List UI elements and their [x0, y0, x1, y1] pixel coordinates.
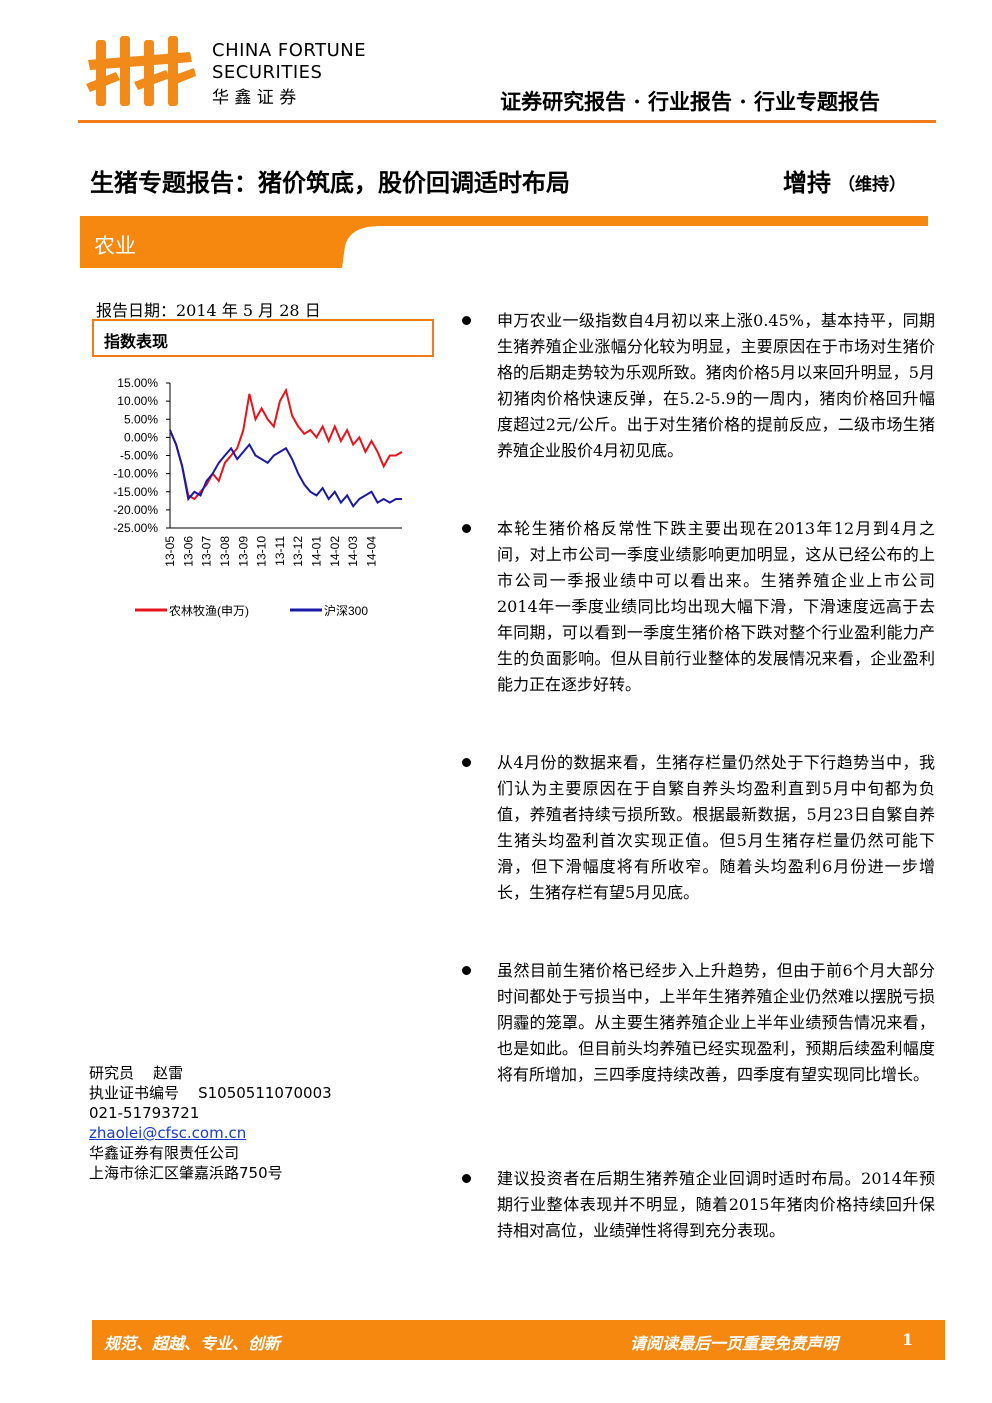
series-line	[169, 429, 402, 509]
y-tick-label: -20.00%	[113, 503, 158, 517]
legend-label: 农林牧渔(申万)	[169, 604, 249, 618]
sector-banner	[80, 216, 928, 268]
footer-bar	[92, 1320, 945, 1360]
bullet-dot	[462, 316, 471, 325]
address: 上海市徐汇区肇嘉浜路750号	[89, 1164, 283, 1182]
report-date: 报告日期：2014 年 5 月 28 日	[96, 301, 321, 320]
logo-mark	[86, 36, 196, 106]
report-type: 证券研究报告 · 行业报告 · 行业专题报告	[500, 89, 880, 114]
footer-motto: 规范、超越、专业、创新	[104, 1334, 281, 1353]
sector: 农业	[94, 234, 136, 258]
bullet-dot	[462, 524, 471, 533]
x-tick-label: 13-07	[200, 536, 214, 567]
bullet-text: 虽然目前生猪价格已经步入上升趋势，但由于前6个月大部分时间都处于亏损当中，上半年…	[497, 961, 935, 1084]
company-en: CHINA FORTUNE	[212, 40, 367, 61]
license-label: 执业证书编号	[89, 1084, 180, 1102]
index-chart: 15.00% 10.00% 5.00% 0.00% -5.00% -10.00% -15.0…	[113, 376, 403, 618]
x-tick-label: 13-12	[291, 536, 305, 567]
x-tick-label: 14-02	[328, 536, 342, 567]
series-line	[169, 387, 403, 501]
x-tick-label: 13-10	[255, 536, 269, 567]
bullet-text: 从4月份的数据来看，生猪存栏量仍然处于下行趋势当中，我们认为主要原因在于自繁自养…	[497, 753, 935, 902]
company: 华鑫证券有限责任公司	[89, 1144, 240, 1162]
report-title: 生猪专题报告：猪价筑底，股价回调适时布局	[90, 169, 570, 197]
y-tick-label: -5.00%	[120, 449, 158, 463]
contact: 研究员 赵雷 执业证书编号 S1050511070003 021-5179372…	[89, 1063, 332, 1183]
bullet-text: 申万农业一级指数自4月初以来上涨0.45%，基本持平，同期生猪养殖企业涨幅分化较…	[497, 311, 935, 460]
company-cn: 华 鑫 证 券	[212, 88, 297, 108]
x-tick-label: 13-05	[163, 536, 177, 567]
y-tick-label: 0.00%	[124, 430, 158, 444]
y-tick-label: -10.00%	[113, 467, 158, 481]
x-tick-label: 14-03	[346, 536, 360, 567]
x-tick-label: 13-11	[273, 536, 287, 566]
bullet-dot	[462, 1174, 471, 1183]
bullet-text: 建议投资者在后期生猪养殖企业回调时适时布局。2014年预期行业整体表现并不明显，…	[497, 1169, 935, 1240]
license: S1050511070003	[198, 1084, 332, 1102]
rating: 增持	[783, 169, 831, 197]
x-tick-label: 13-08	[218, 536, 232, 567]
x-tick-label: 13-06	[181, 536, 195, 567]
section-label: 指数表现	[104, 332, 169, 351]
section-box	[92, 319, 434, 357]
researcher: 赵雷	[153, 1064, 184, 1082]
researcher-row: 研究员 赵雷	[89, 1063, 332, 1083]
footer-disclaimer: 请阅读最后一页重要免责声明	[630, 1334, 839, 1353]
bullet-text: 本轮生猪价格反常性下跌主要出现在2013年12月到4月之间，对上市公司一季度业绩…	[497, 519, 935, 694]
phone: 021-51793721	[89, 1104, 200, 1122]
email[interactable]: zhaolei@cfsc.com.cn	[89, 1124, 247, 1142]
page-number: 1	[902, 1330, 914, 1349]
legend-label: 沪深300	[324, 604, 368, 618]
researcher-label: 研究员	[89, 1064, 135, 1082]
rating-note: （维持）	[838, 175, 906, 195]
x-tick-label: 13-09	[236, 536, 250, 567]
y-tick-label: 15.00%	[117, 376, 158, 390]
y-tick-label: -15.00%	[113, 485, 158, 499]
bullet-dot	[462, 966, 471, 975]
y-tick-label: -25.00%	[113, 521, 158, 535]
license-row: 执业证书编号 S1050511070003	[89, 1083, 332, 1103]
x-tick-label: 14-01	[310, 536, 324, 567]
header-rule	[78, 120, 936, 123]
y-tick-label: 10.00%	[117, 394, 158, 408]
y-tick-label: 5.00%	[124, 412, 158, 426]
company-en: SECURITIES	[212, 62, 323, 83]
bullet-dot	[462, 758, 471, 767]
x-tick-label: 14-04	[364, 536, 378, 567]
